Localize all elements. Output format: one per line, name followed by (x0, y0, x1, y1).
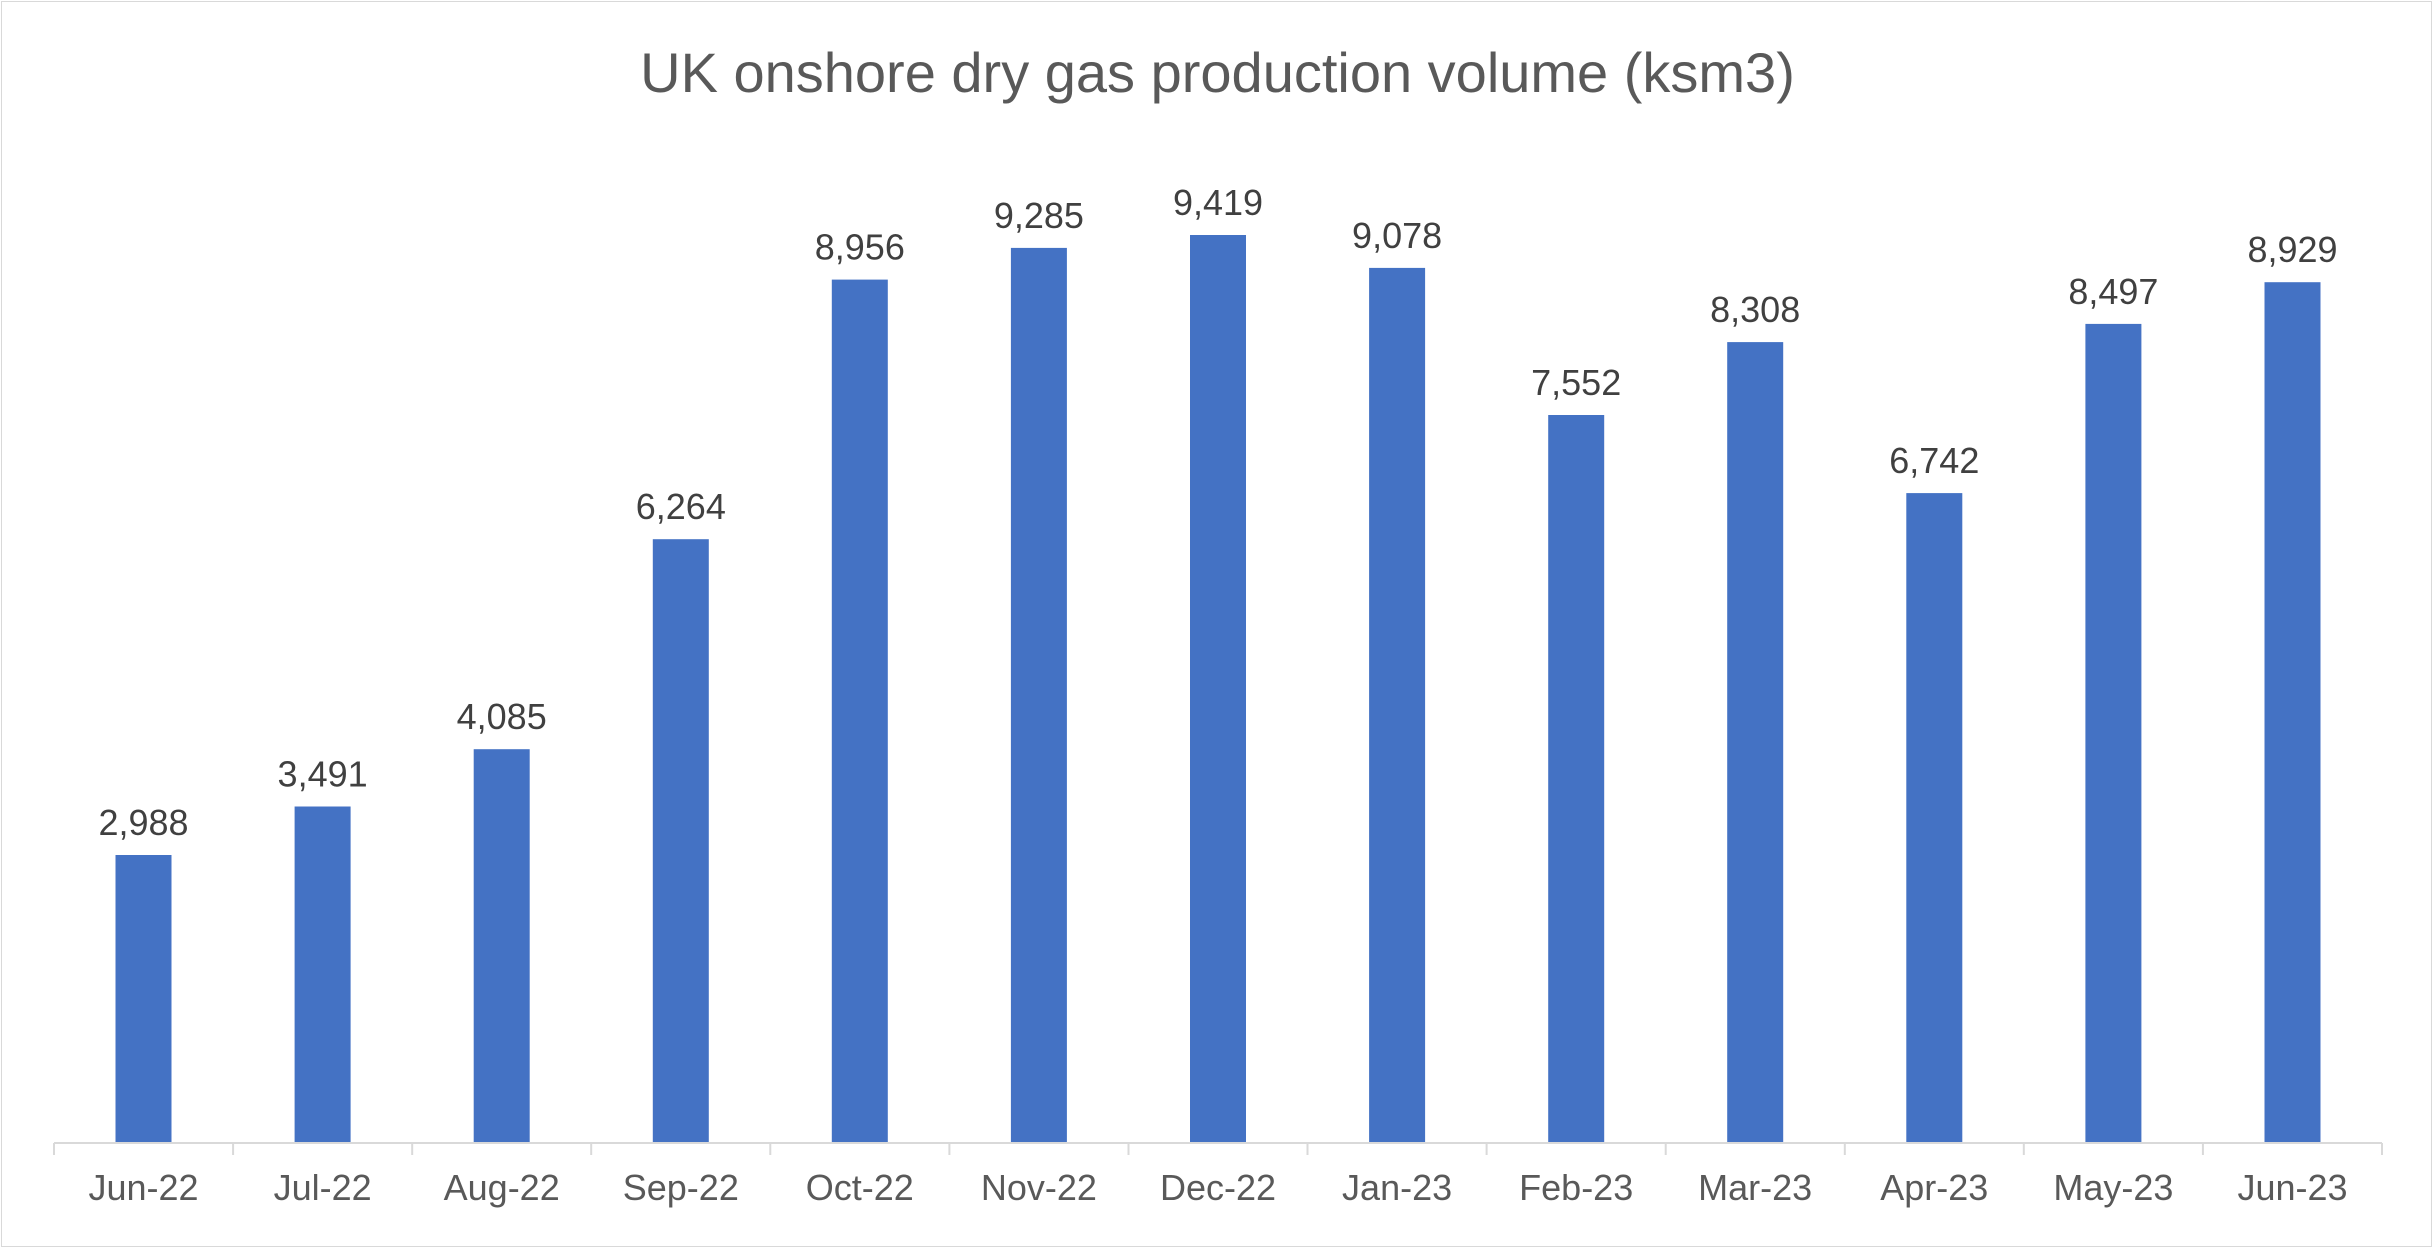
bar-jun-23 (2264, 282, 2321, 1143)
bars-layer (115, 235, 2321, 1144)
bar-apr-23 (1906, 493, 1963, 1144)
x-tick-label: Aug-22 (444, 1167, 560, 1208)
bar-aug-22 (473, 749, 530, 1143)
data-label: 6,742 (1889, 440, 1979, 481)
data-label: 6,264 (636, 486, 726, 527)
bar-oct-22 (831, 279, 888, 1144)
bar-may-23 (2085, 323, 2142, 1143)
x-tick-label: Jun-22 (88, 1167, 198, 1208)
data-label: 2,988 (98, 802, 188, 843)
x-tick-label: Nov-22 (981, 1167, 1097, 1208)
x-axis: Jun-22 Jul-22 Aug-22 Sep-22 Oct-22 Nov-22 Dec-… (53, 1142, 2383, 1208)
x-tick-label: Sep-22 (623, 1167, 739, 1208)
bar-sep-22 (652, 539, 709, 1143)
x-tick-label: Jan-23 (1342, 1167, 1452, 1208)
bar-jul-22 (294, 806, 351, 1143)
x-tick-label: Jul-22 (274, 1167, 372, 1208)
x-tick-label: Jun-23 (2237, 1167, 2347, 1208)
bar-jun-22 (115, 855, 172, 1143)
bar-dec-22 (1190, 235, 1246, 1143)
data-label: 8,929 (2247, 229, 2337, 270)
bar-feb-23 (1548, 415, 1605, 1143)
data-label: 8,308 (1710, 289, 1800, 330)
x-tick-label: May-23 (2053, 1167, 2173, 1208)
data-label: 9,078 (1352, 215, 1442, 256)
data-label: 4,085 (457, 696, 547, 737)
data-label: 9,419 (1173, 182, 1263, 223)
data-label: 3,491 (278, 754, 368, 795)
x-tick-label: Mar-23 (1698, 1167, 1812, 1208)
bar-mar-23 (1727, 342, 1784, 1144)
x-tick-label: Dec-22 (1160, 1167, 1276, 1208)
data-labels-layer: 2,988 3,491 4,085 6,264 8,956 9,285 9,419 9,078… (98, 182, 2337, 843)
data-label: 8,956 (815, 227, 905, 268)
x-tick-label: Apr-23 (1880, 1167, 1988, 1208)
chart-title: UK onshore dry gas production volume (ks… (640, 41, 1795, 104)
data-label: 8,497 (2068, 271, 2158, 312)
data-label: 9,285 (994, 195, 1084, 236)
bar-nov-22 (1010, 247, 1067, 1143)
x-tick-label: Oct-22 (806, 1167, 914, 1208)
x-tick-label: Feb-23 (1519, 1167, 1633, 1208)
data-label: 7,552 (1531, 362, 1621, 403)
bar-jan-23 (1369, 267, 1426, 1143)
